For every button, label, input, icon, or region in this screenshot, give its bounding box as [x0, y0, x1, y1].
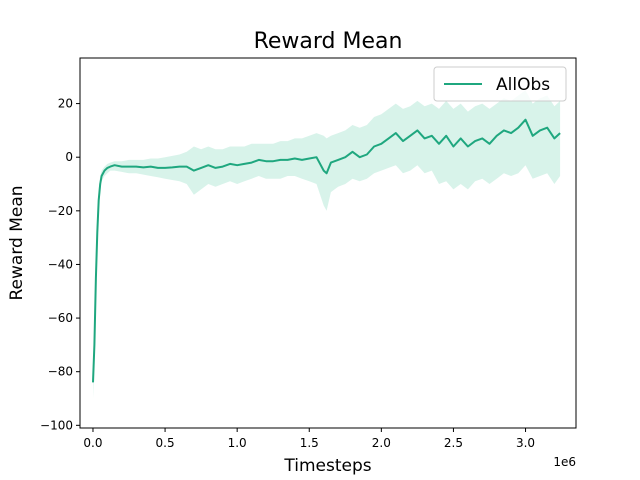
legend-box [433, 66, 567, 102]
y-tick-label: −40 [48, 257, 73, 271]
series-line-layer [92, 118, 561, 383]
y-ticks: −100 −80 −60 −40 −20 0 20 [40, 97, 80, 432]
series-line-allobs [92, 118, 561, 383]
y-axis-label: Reward Mean [7, 185, 27, 300]
y-tick-label: −80 [48, 365, 73, 379]
y-tick-label: −20 [48, 204, 73, 218]
y-tick-label: 20 [58, 97, 73, 111]
y-tick-label: −100 [40, 418, 73, 432]
x-tick-label: 0.0 [83, 436, 102, 450]
legend: AllObs [433, 66, 567, 102]
x-ticks: 0.0 0.5 1.0 1.5 2.0 2.5 3.0 [83, 428, 535, 450]
x-tick-label: 0.5 [156, 436, 175, 450]
chart-title: Reward Mean [254, 29, 403, 54]
legend-label-allobs: AllObs [496, 75, 550, 95]
plot-frame [79, 57, 577, 429]
confidence-band-allobs [93, 90, 561, 399]
x-tick-label: 3.0 [516, 436, 535, 450]
x-axis-label: Timesteps [283, 456, 371, 476]
x-tick-label: 2.5 [444, 436, 463, 450]
confidence-band-layer [93, 90, 561, 399]
x-axis-offset-label: 1e6 [553, 455, 576, 469]
x-tick-label: 1.5 [300, 436, 319, 450]
x-tick-label: 2.0 [372, 436, 391, 450]
y-tick-label: −60 [48, 311, 73, 325]
x-tick-label: 1.0 [228, 436, 247, 450]
y-tick-label: 0 [65, 150, 73, 164]
